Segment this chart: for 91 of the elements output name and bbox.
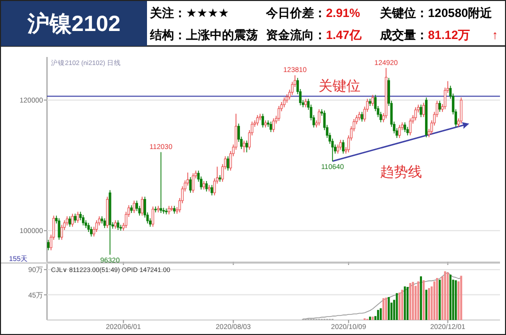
bar — [414, 286, 417, 320]
text: ★★★★ — [186, 6, 230, 20]
bar — [398, 292, 401, 320]
candlestick — [90, 226, 92, 237]
candlestick — [438, 100, 441, 112]
text: 沪镍2102 — [26, 11, 120, 36]
ref-line-label: 关键位 — [318, 77, 360, 94]
bar — [449, 274, 452, 320]
candlestick — [87, 222, 90, 232]
bar — [409, 283, 412, 320]
bar — [412, 282, 414, 320]
text: 2.91% — [326, 6, 360, 20]
candlestick — [226, 156, 230, 171]
bar — [369, 316, 372, 320]
candlestick — [404, 122, 406, 132]
bar — [406, 286, 409, 320]
candlestick — [95, 220, 98, 232]
text: 成交量： — [379, 28, 428, 42]
candlestick — [66, 216, 68, 226]
candlestick — [420, 104, 422, 118]
text: 今日价差： — [265, 6, 326, 20]
candlestick — [245, 140, 248, 153]
candlestick — [210, 184, 214, 196]
bar — [372, 316, 374, 320]
candlestick — [160, 152, 162, 214]
bar — [385, 298, 388, 320]
candlestick — [136, 200, 138, 212]
candlestick — [409, 118, 412, 136]
line-series — [302, 272, 462, 320]
candlestick — [189, 176, 192, 194]
candlestick — [283, 97, 286, 108]
bar — [425, 290, 428, 320]
bar — [396, 293, 398, 320]
candlestick — [76, 211, 80, 224]
bar — [401, 290, 404, 320]
candlestick — [58, 218, 60, 240]
text: 结构： — [149, 28, 186, 42]
bar — [420, 276, 422, 320]
text: 关注： — [149, 6, 186, 20]
candlestick — [205, 180, 208, 192]
bar — [436, 278, 438, 320]
candlestick — [192, 172, 194, 194]
candlestick — [116, 220, 120, 230]
bar — [433, 281, 436, 320]
bar — [428, 288, 430, 320]
candlestick — [68, 216, 72, 228]
candlestick — [414, 106, 417, 121]
candlestick — [272, 118, 275, 132]
candlestick — [140, 196, 144, 216]
bar — [380, 308, 382, 320]
candlestick — [256, 114, 259, 126]
bar — [454, 280, 457, 320]
bar — [417, 281, 420, 320]
candlestick — [242, 140, 246, 153]
candlestick — [60, 224, 63, 240]
annotation: 趋势线 — [380, 163, 422, 180]
bar — [444, 271, 446, 320]
text: 上涨中的震荡 — [185, 28, 258, 42]
candlestick — [152, 206, 154, 228]
bar — [438, 280, 441, 320]
candlestick — [103, 218, 106, 228]
bar — [382, 298, 384, 320]
text: 关键位： — [379, 6, 428, 20]
candlestick — [336, 144, 340, 154]
candlestick — [71, 213, 74, 228]
candlestick — [360, 111, 364, 122]
text: 资金流向： — [266, 28, 326, 42]
candlestick — [270, 121, 272, 132]
bar — [377, 310, 380, 320]
text: 1.47亿 — [326, 28, 362, 42]
candlestick — [398, 124, 401, 138]
candlestick — [339, 140, 342, 150]
bar — [446, 272, 449, 320]
candlestick — [422, 102, 425, 118]
text: ↑ — [492, 28, 498, 42]
candlestick — [342, 140, 344, 154]
candlestick — [74, 213, 76, 224]
candlestick — [371, 94, 374, 106]
bar — [404, 286, 406, 320]
bar — [422, 280, 425, 320]
candlestick — [47, 239, 50, 251]
candlestick — [132, 200, 136, 214]
candlestick — [318, 108, 320, 126]
candlestick — [460, 97, 462, 124]
bar — [460, 276, 462, 320]
candlestick — [262, 113, 264, 128]
bar — [388, 297, 390, 320]
text: 120580附近 — [428, 6, 494, 20]
candlestick — [278, 106, 280, 122]
text: 81.12万 — [428, 28, 470, 42]
candlestick — [82, 214, 84, 226]
